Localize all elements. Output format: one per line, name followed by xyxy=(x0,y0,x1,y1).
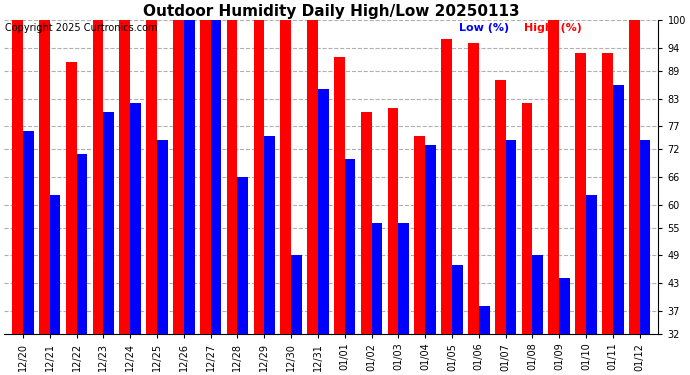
Bar xyxy=(398,223,409,375)
Bar xyxy=(264,135,275,375)
Bar xyxy=(210,20,221,375)
Bar xyxy=(334,57,345,375)
Bar xyxy=(173,20,184,375)
Bar xyxy=(586,195,597,375)
Bar xyxy=(559,278,570,375)
Bar xyxy=(371,223,382,375)
Bar xyxy=(388,108,398,375)
Bar xyxy=(77,154,88,375)
Bar xyxy=(130,103,141,375)
Bar xyxy=(200,20,210,375)
Bar xyxy=(506,140,516,375)
Bar xyxy=(23,131,34,375)
Bar xyxy=(441,39,452,375)
Bar xyxy=(227,20,237,375)
Bar xyxy=(307,20,318,375)
Bar xyxy=(425,145,436,375)
Bar xyxy=(495,80,506,375)
Bar xyxy=(237,177,248,375)
Bar xyxy=(119,20,130,375)
Bar xyxy=(146,20,157,375)
Bar xyxy=(92,20,104,375)
Bar xyxy=(66,62,77,375)
Bar xyxy=(533,255,543,375)
Bar xyxy=(253,20,264,375)
Bar xyxy=(12,20,23,375)
Bar xyxy=(104,112,114,375)
Title: Outdoor Humidity Daily High/Low 20250113: Outdoor Humidity Daily High/Low 20250113 xyxy=(143,4,520,19)
Bar xyxy=(468,44,479,375)
Bar xyxy=(452,264,463,375)
Bar xyxy=(522,103,533,375)
Bar xyxy=(361,112,371,375)
Bar xyxy=(629,20,640,375)
Bar xyxy=(549,20,559,375)
Bar xyxy=(50,195,61,375)
Bar xyxy=(602,53,613,375)
Bar xyxy=(415,135,425,375)
Text: Copyright 2025 Curtronics.com: Copyright 2025 Curtronics.com xyxy=(6,24,158,33)
Bar xyxy=(280,20,291,375)
Bar xyxy=(184,20,195,375)
Bar xyxy=(318,90,328,375)
Bar xyxy=(479,306,489,375)
Text: High  (%): High (%) xyxy=(524,24,582,33)
Bar xyxy=(291,255,302,375)
Bar xyxy=(613,85,624,375)
Text: Low (%): Low (%) xyxy=(459,24,509,33)
Bar xyxy=(345,159,355,375)
Bar xyxy=(157,140,168,375)
Bar xyxy=(39,20,50,375)
Bar xyxy=(640,140,651,375)
Bar xyxy=(575,53,586,375)
